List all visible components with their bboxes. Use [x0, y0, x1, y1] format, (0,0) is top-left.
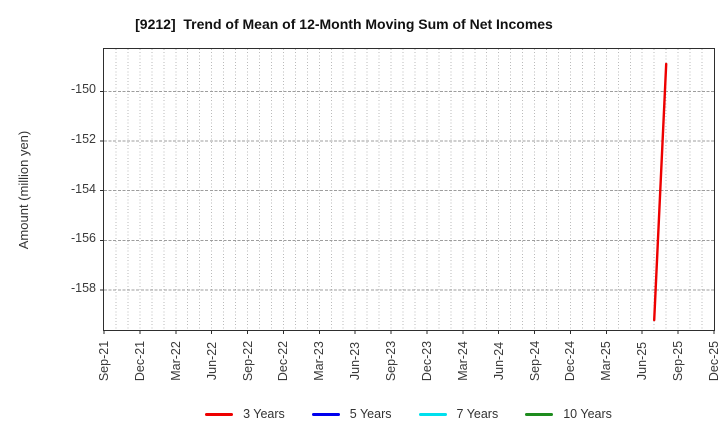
x-tick-label: Dec-24	[563, 340, 578, 382]
x-tick-label: Sep-21	[97, 340, 111, 382]
x-tick-label: Dec-21	[132, 340, 147, 382]
x-tick-label: Mar-24	[455, 341, 470, 381]
x-tick-label: Jun-24	[491, 341, 506, 381]
series-line-3-years	[653, 62, 668, 322]
legend-label: 10 Years	[563, 407, 612, 421]
chart-title: [9212] Trend of Mean of 12-Month Moving …	[135, 16, 553, 32]
y-tick-label: -156	[70, 231, 96, 246]
x-tick-label: Mar-25	[599, 341, 614, 381]
y-tick-label: -150	[70, 82, 96, 97]
legend-item-10-years: 10 Years	[525, 407, 612, 421]
x-tick-label: Dec-23	[419, 340, 434, 382]
plot-area	[100, 48, 715, 334]
legend-line-swatch	[205, 412, 234, 416]
x-tick-label: Mar-22	[168, 341, 183, 381]
legend-label: 3 Years	[243, 407, 285, 421]
y-tick-label: -158	[70, 281, 96, 296]
legend-label: 5 Years	[349, 407, 392, 421]
x-tick-label: Sep-22	[240, 340, 255, 382]
x-tick-label: Jun-23	[348, 341, 363, 381]
plot-canvas	[100, 49, 715, 334]
legend-line-swatch	[525, 412, 554, 416]
legend-item-3-years: 3 Years	[205, 407, 285, 421]
x-tick-label: Sep-24	[527, 340, 542, 382]
x-tick-label: Sep-25	[671, 340, 686, 382]
x-tick-label: Mar-23	[312, 341, 327, 381]
legend-line-swatch	[311, 412, 340, 416]
x-tick-label: Jun-25	[635, 341, 650, 381]
y-tick-label: -154	[70, 181, 96, 196]
x-tick-label: Dec-22	[276, 340, 291, 382]
x-tick-label: Sep-23	[384, 340, 399, 382]
x-tick-label: Jun-22	[204, 341, 219, 381]
legend-item-5-years: 5 Years	[311, 407, 392, 421]
legend: 3 Years 5 Years 7 Years 10 Years	[103, 402, 714, 426]
x-tick-label: Dec-25	[707, 340, 720, 382]
legend-item-7-years: 7 Years	[418, 407, 499, 421]
y-tick-label: -152	[70, 132, 96, 146]
legend-label: 7 Years	[456, 407, 499, 421]
legend-line-swatch	[418, 412, 447, 416]
